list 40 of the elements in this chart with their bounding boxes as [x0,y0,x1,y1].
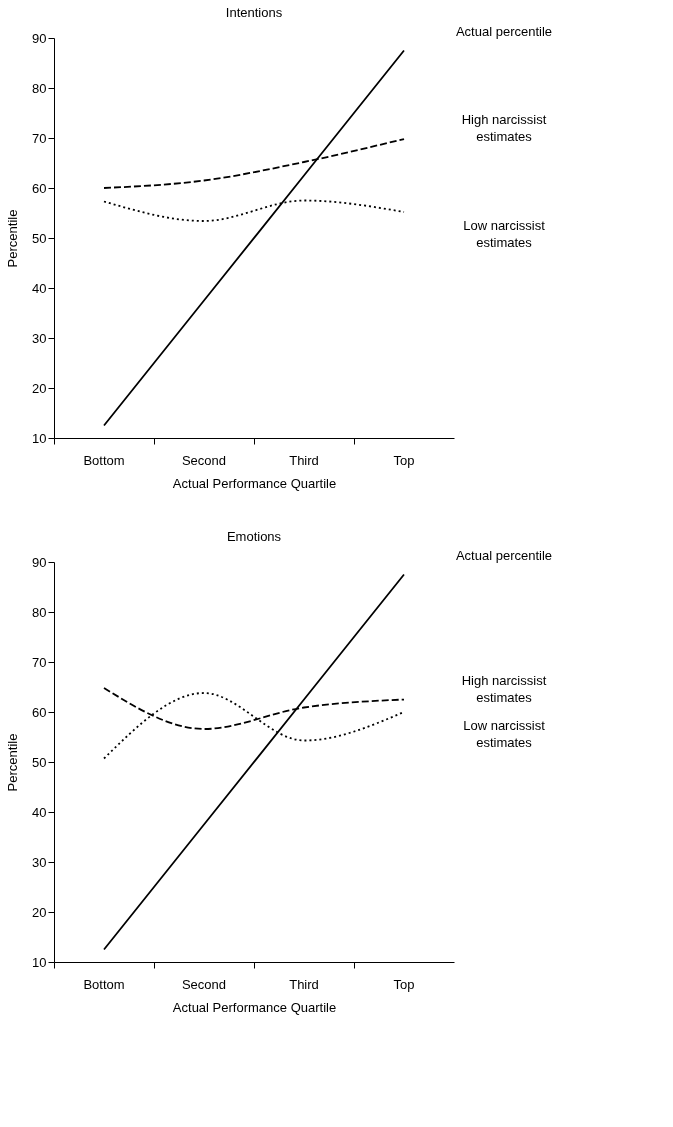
y-tick-label: 40 [32,804,47,820]
y-axis-title: Percentile [5,733,21,792]
y-tick-label: 90 [32,554,47,570]
y-tick-label: 20 [32,904,47,920]
chart-title: Intentions [225,4,283,20]
y-tick-label: 40 [32,280,47,296]
y-tick-label: 70 [32,654,47,670]
y-tick-label: 70 [32,130,47,146]
text: Actual percentile [455,547,553,563]
y-tick-label: 50 [32,230,47,246]
y-tick-label: 60 [32,180,47,196]
y-tick-label: 50 [32,754,47,770]
y-tick-label: 80 [32,80,47,96]
x-tick-label: Bottom [83,452,125,468]
x-tick-label: Third [289,976,319,992]
line-series [103,49,405,427]
text: Low narcissist estimates [463,218,546,250]
chart-title: Emotions [226,528,282,544]
x-tick-label: Second [181,976,227,992]
y-axis-title: Percentile [5,209,21,268]
y-tick-label: 60 [32,704,47,720]
x-tick-label: Second [181,452,227,468]
x-tick-label: Bottom [83,976,125,992]
y-tick-label: 80 [32,604,47,620]
line-series [103,573,405,951]
text: High narcissist estimates [461,672,547,705]
x-tick-label: Top [393,976,415,992]
y-tick-label: 20 [32,380,47,396]
y-tick-label: 10 [32,954,47,970]
text: High narcissist estimates [461,112,547,144]
x-axis-title: Actual Performance Quartile [172,999,337,1015]
x-axis-title: Actual Performance Quartile [172,475,337,491]
x-tick-label: Top [393,452,415,468]
y-tick-label: 90 [32,30,47,46]
y-tick-label: 30 [32,854,47,870]
text: Actual percentile [455,23,553,39]
y-tick-label: 30 [32,330,47,346]
x-tick-label: Third [289,452,319,468]
y-tick-label: 10 [32,430,47,446]
text: Low narcissist estimates [463,718,546,750]
